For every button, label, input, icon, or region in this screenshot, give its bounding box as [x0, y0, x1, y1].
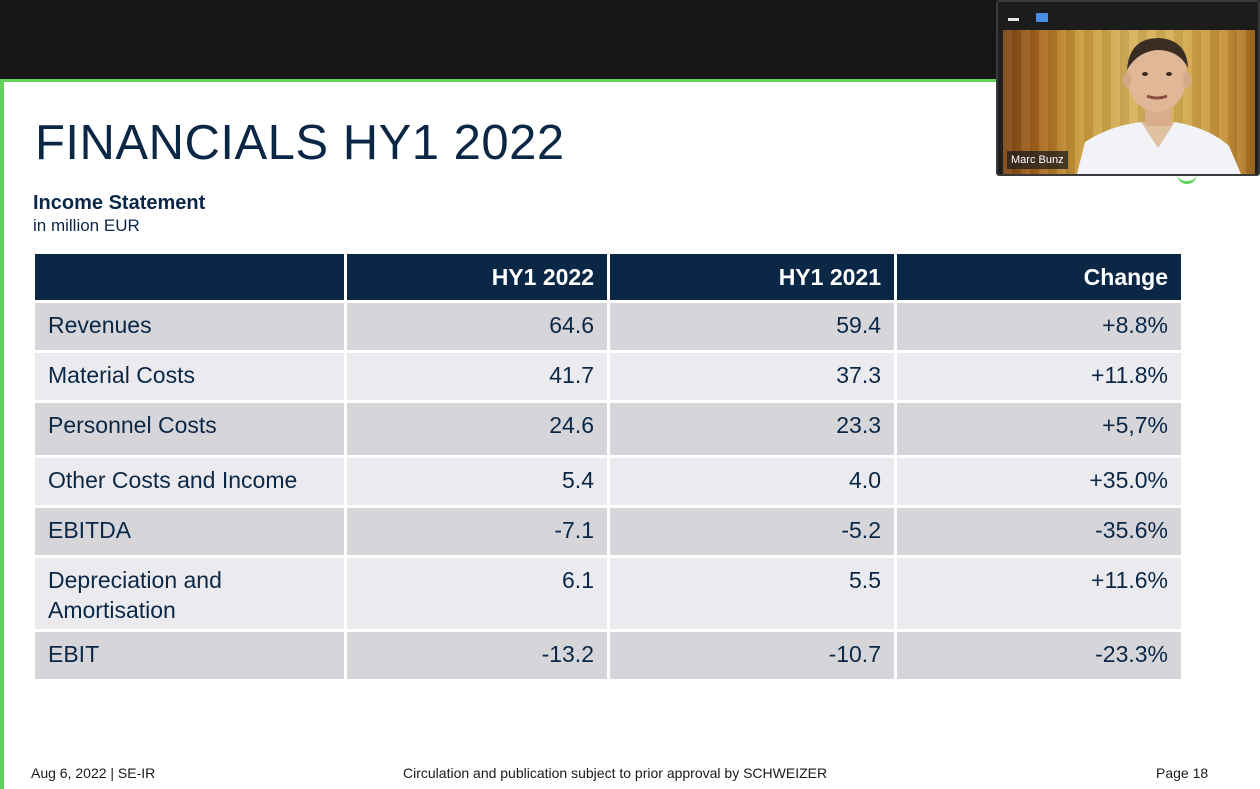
slide-title: FINANCIALS HY1 2022	[35, 116, 565, 170]
header-hy1-2021: HY1 2021	[610, 254, 894, 300]
row-label: Other Costs and Income	[35, 458, 344, 505]
value-change: +11.6%	[897, 558, 1181, 629]
green-arc-decoration	[1177, 170, 1197, 184]
value-hy1-2022: 64.6	[347, 303, 607, 350]
row-label: EBITDA	[35, 508, 344, 555]
table-row: Personnel Costs 24.6 23.3 +5,7%	[35, 403, 1181, 455]
participant-name-tag: Marc Bunz	[1007, 151, 1068, 169]
value-hy1-2022: 5.4	[347, 458, 607, 505]
value-change: +11.8%	[897, 353, 1181, 400]
value-hy1-2022: 41.7	[347, 353, 607, 400]
income-statement-table: HY1 2022 HY1 2021 Change Revenues 64.6 5…	[32, 251, 1184, 682]
row-label: EBIT	[35, 632, 344, 679]
row-label: Depreciation and Amortisation	[35, 558, 344, 629]
table-row: Revenues 64.6 59.4 +8.8%	[35, 303, 1181, 350]
table-row: Depreciation and Amortisation 6.1 5.5 +1…	[35, 558, 1181, 629]
table-row: Material Costs 41.7 37.3 +11.8%	[35, 353, 1181, 400]
value-change: +8.8%	[897, 303, 1181, 350]
value-hy1-2021: 59.4	[610, 303, 894, 350]
value-hy1-2021: 4.0	[610, 458, 894, 505]
header-label-cell	[35, 254, 344, 300]
header-change: Change	[897, 254, 1181, 300]
table-row: Other Costs and Income 5.4 4.0 +35.0%	[35, 458, 1181, 505]
table-header-row: HY1 2022 HY1 2021 Change	[35, 254, 1181, 300]
header-hy1-2022: HY1 2022	[347, 254, 607, 300]
footer-date: Aug 6, 2022 | SE-IR	[31, 765, 156, 781]
table-subtitle: Income Statement	[33, 192, 206, 214]
value-hy1-2022: -13.2	[347, 632, 607, 679]
value-change: +35.0%	[897, 458, 1181, 505]
row-label: Revenues	[35, 303, 344, 350]
minimize-icon[interactable]	[1008, 18, 1019, 21]
presentation-slide: FINANCIALS HY1 2022 Income Statement in …	[0, 79, 1260, 789]
footer-page-number: Page 18	[1156, 765, 1209, 781]
footer-disclaimer: Circulation and publication subject to p…	[403, 765, 828, 781]
row-label: Material Costs	[35, 353, 344, 400]
maximize-icon[interactable]	[1036, 13, 1048, 22]
value-hy1-2021: 5.5	[610, 558, 894, 629]
video-tile-toolbar	[998, 2, 1258, 30]
value-hy1-2021: 23.3	[610, 403, 894, 455]
value-hy1-2022: -7.1	[347, 508, 607, 555]
table-row: EBITDA -7.1 -5.2 -35.6%	[35, 508, 1181, 555]
participant-video-tile[interactable]: Marc Bunz	[996, 0, 1260, 176]
value-change: -23.3%	[897, 632, 1181, 679]
row-label: Personnel Costs	[35, 403, 344, 455]
video-feed: Marc Bunz	[1003, 30, 1255, 174]
value-hy1-2021: -5.2	[610, 508, 894, 555]
value-hy1-2021: 37.3	[610, 353, 894, 400]
participant-figure	[1077, 38, 1241, 174]
table-row: EBIT -13.2 -10.7 -23.3%	[35, 632, 1181, 679]
value-change: -35.6%	[897, 508, 1181, 555]
value-change: +5,7%	[897, 403, 1181, 455]
value-hy1-2022: 24.6	[347, 403, 607, 455]
value-hy1-2022: 6.1	[347, 558, 607, 629]
value-hy1-2021: -10.7	[610, 632, 894, 679]
units-note: in million EUR	[33, 216, 140, 235]
